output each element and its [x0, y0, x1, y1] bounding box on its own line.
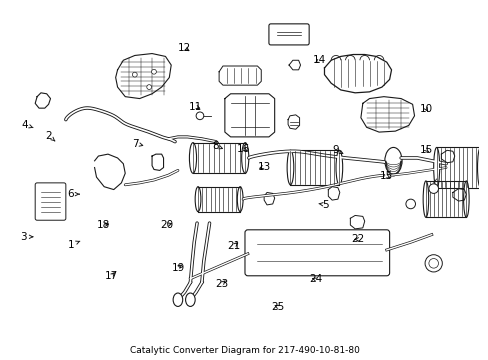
- Text: 21: 21: [227, 240, 240, 251]
- Text: 9: 9: [332, 145, 342, 155]
- Polygon shape: [452, 189, 465, 201]
- Bar: [198, 187, 240, 212]
- Circle shape: [428, 184, 438, 193]
- Text: 12: 12: [178, 43, 191, 53]
- Polygon shape: [219, 66, 261, 85]
- Text: 15: 15: [419, 145, 432, 155]
- Text: 22: 22: [350, 234, 364, 244]
- Ellipse shape: [195, 187, 201, 212]
- Text: 8: 8: [212, 141, 222, 151]
- Text: 1: 1: [68, 240, 80, 250]
- Ellipse shape: [428, 258, 438, 268]
- Text: 17: 17: [104, 271, 118, 281]
- Bar: [193, 143, 245, 173]
- Text: 15: 15: [379, 171, 392, 181]
- Text: 3: 3: [20, 232, 33, 242]
- Text: 4: 4: [21, 120, 33, 130]
- Text: 7: 7: [132, 139, 142, 149]
- Polygon shape: [94, 154, 125, 190]
- Circle shape: [146, 85, 151, 90]
- FancyBboxPatch shape: [244, 230, 389, 276]
- Text: 13: 13: [257, 162, 270, 172]
- Text: 20: 20: [161, 220, 173, 230]
- Ellipse shape: [433, 148, 439, 188]
- Text: 2: 2: [45, 131, 55, 141]
- Circle shape: [196, 112, 203, 120]
- Text: 5: 5: [318, 199, 328, 210]
- Text: 19: 19: [171, 263, 184, 273]
- Polygon shape: [349, 215, 364, 229]
- Bar: [436, 148, 480, 188]
- Text: Catalytic Converter Diagram for 217-490-10-81-80: Catalytic Converter Diagram for 217-490-…: [129, 346, 359, 355]
- FancyBboxPatch shape: [268, 24, 308, 45]
- Circle shape: [405, 199, 415, 209]
- Ellipse shape: [463, 181, 468, 217]
- Polygon shape: [360, 96, 414, 132]
- Polygon shape: [116, 54, 171, 99]
- Polygon shape: [264, 193, 274, 205]
- Polygon shape: [35, 93, 50, 108]
- Text: 10: 10: [419, 104, 432, 114]
- Ellipse shape: [424, 255, 442, 272]
- Polygon shape: [441, 150, 454, 163]
- Polygon shape: [288, 60, 300, 70]
- Ellipse shape: [185, 293, 195, 306]
- Circle shape: [151, 69, 156, 74]
- Polygon shape: [324, 54, 391, 93]
- FancyBboxPatch shape: [35, 183, 66, 220]
- Text: 11: 11: [188, 102, 202, 112]
- Ellipse shape: [237, 187, 243, 212]
- Circle shape: [132, 72, 137, 77]
- Ellipse shape: [173, 293, 183, 306]
- Text: 14: 14: [312, 55, 325, 66]
- Text: 16: 16: [237, 144, 250, 154]
- Bar: [290, 150, 339, 185]
- Ellipse shape: [422, 181, 428, 217]
- Ellipse shape: [335, 150, 342, 185]
- Polygon shape: [224, 94, 274, 137]
- Ellipse shape: [286, 150, 293, 185]
- Bar: [425, 181, 466, 217]
- Polygon shape: [287, 115, 299, 129]
- Ellipse shape: [241, 143, 248, 173]
- Ellipse shape: [477, 148, 483, 188]
- Polygon shape: [327, 187, 339, 200]
- Text: 25: 25: [271, 302, 285, 312]
- Polygon shape: [152, 154, 163, 170]
- Text: 24: 24: [308, 274, 322, 284]
- Text: 18: 18: [96, 220, 109, 230]
- Ellipse shape: [384, 148, 401, 174]
- Ellipse shape: [189, 143, 196, 173]
- Text: 6: 6: [67, 189, 79, 199]
- Text: 23: 23: [215, 279, 228, 289]
